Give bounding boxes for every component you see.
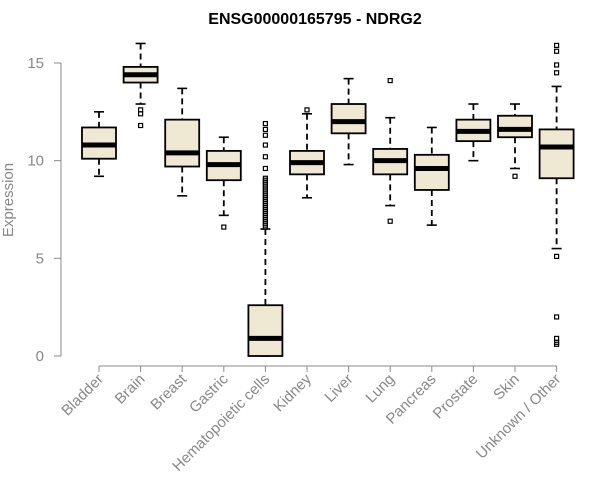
box-2: [164, 87, 201, 197]
chart-title: ENSG00000165795 - NDRG2: [208, 11, 422, 28]
box-4: [247, 120, 284, 357]
y-axis: 0 5 10 15: [27, 55, 62, 365]
outlier-point: [553, 42, 560, 49]
box-6: [330, 77, 367, 166]
box-10: [497, 103, 533, 179]
outlier-point: [387, 218, 393, 224]
outlier-point: [138, 122, 144, 129]
x-tick-label: Skin: [490, 371, 523, 404]
iqr-box: [413, 153, 450, 191]
y-tick-label: 5: [36, 250, 44, 267]
outlier-point: [262, 120, 268, 127]
outlier-point: [262, 154, 268, 160]
y-tick-label: 15: [27, 55, 44, 72]
x-tick-label: Liver: [321, 371, 356, 406]
x-tick-label: Lung: [362, 371, 398, 407]
outlier-point: [262, 142, 268, 148]
plot-area: [81, 42, 575, 357]
outlier-point: [221, 224, 227, 230]
outlier-point: [262, 126, 268, 133]
y-tick-label: 10: [27, 153, 44, 170]
box-11: [538, 42, 575, 347]
box-7: [372, 77, 409, 224]
x-tick-label: Brain: [112, 371, 149, 408]
x-tick-label: Prostate: [430, 371, 482, 423]
box-1: [122, 42, 159, 129]
outlier-point: [553, 314, 560, 320]
box-9: [455, 103, 492, 162]
outlier-point: [387, 77, 393, 84]
iqr-box: [538, 128, 575, 180]
outlier-point: [304, 107, 310, 113]
x-tick-label: Kidney: [270, 370, 315, 415]
iqr-box: [330, 103, 367, 135]
outlier-point: [262, 175, 268, 181]
x-tick-label: Breast: [147, 370, 190, 413]
outlier-point: [138, 111, 144, 117]
outlier-point: [553, 62, 560, 68]
outlier-point: [553, 70, 560, 76]
x-tick-label: Bladder: [58, 371, 107, 420]
outlier-point: [553, 48, 560, 54]
iqr-box: [247, 304, 284, 357]
outlier-point: [262, 132, 268, 138]
y-axis-label: Expression: [0, 163, 17, 237]
box-8: [413, 126, 450, 226]
y-tick-label: 0: [36, 348, 44, 365]
box-5: [289, 107, 325, 199]
box-0: [81, 111, 117, 178]
outlier-point: [512, 173, 518, 179]
iqr-box: [497, 114, 533, 139]
outlier-point: [553, 341, 560, 347]
outlier-point: [262, 165, 268, 172]
box-3: [205, 136, 242, 230]
outlier-point: [553, 253, 560, 259]
iqr-box: [164, 118, 201, 168]
